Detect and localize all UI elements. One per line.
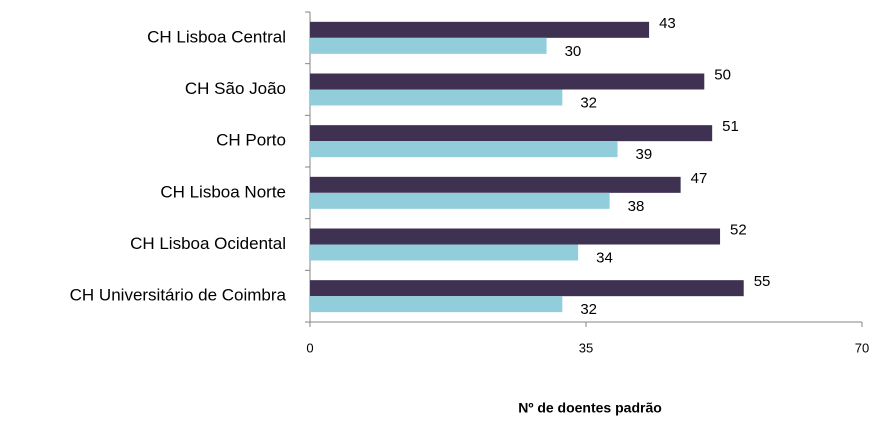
value-label: 50 xyxy=(714,66,731,83)
value-label: 39 xyxy=(636,146,653,163)
value-label: 34 xyxy=(596,249,613,266)
value-label: 38 xyxy=(628,198,645,215)
x-axis-label: Nº de doentes padrão xyxy=(518,400,662,416)
bar xyxy=(310,141,618,158)
value-label: 32 xyxy=(580,301,597,318)
value-label: 52 xyxy=(730,221,747,238)
value-label: 30 xyxy=(565,43,582,60)
bar xyxy=(310,21,650,38)
bar xyxy=(310,228,721,245)
y-tick-label: CH Lisboa Ocidental xyxy=(130,234,286,253)
y-tick-label: CH São João xyxy=(185,79,286,98)
bar xyxy=(310,125,713,142)
value-label: 55 xyxy=(754,273,771,290)
bar xyxy=(310,176,681,193)
x-tick-label: 70 xyxy=(855,340,869,355)
x-tick-label: 0 xyxy=(306,340,313,355)
y-tick-label: CH Lisboa Central xyxy=(147,27,286,46)
value-label: 51 xyxy=(722,118,739,135)
x-tick-label: 35 xyxy=(579,340,593,355)
y-tick-label: CH Lisboa Norte xyxy=(160,182,286,201)
bar xyxy=(310,37,547,54)
y-tick-label: CH Universitário de Coimbra xyxy=(70,286,287,305)
bar xyxy=(310,296,563,313)
bar xyxy=(310,89,563,106)
value-label: 32 xyxy=(580,94,597,111)
value-label: 47 xyxy=(691,170,708,187)
bar xyxy=(310,192,610,209)
bar xyxy=(310,73,705,90)
bar xyxy=(310,244,579,261)
bar xyxy=(310,280,744,297)
value-label: 43 xyxy=(659,15,676,32)
y-tick-label: CH Porto xyxy=(216,131,286,150)
